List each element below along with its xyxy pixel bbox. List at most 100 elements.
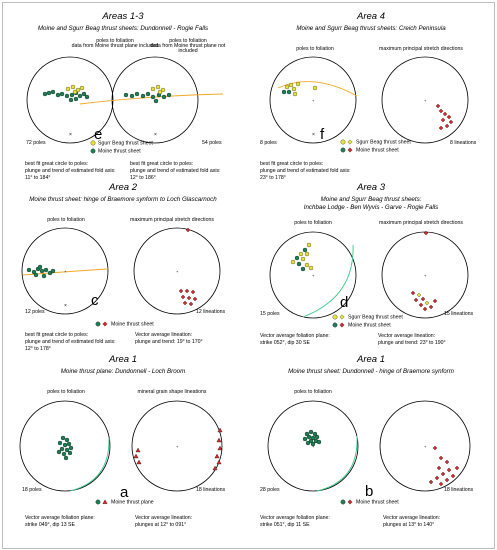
pole-x: × [64,303,67,309]
panel-subtitle: Moine and Sgurr Beag thrust sheets: Crei… [296,25,446,32]
note-right-2: plunges at 12° to 091° [135,522,187,528]
foliation-plane [302,244,354,318]
left-count: 72 poles [26,140,46,146]
foliation-plane [316,435,358,492]
stereonet-left [21,227,109,315]
legend-sgurr: Sgurr Beag thrust sheet [90,140,153,146]
panel-title: Area 3 [357,182,385,193]
poles-sgurr [65,84,166,95]
center-mark: + [176,444,179,449]
left-count: 8 poles [260,140,277,146]
panel-subtitle: Moine thrust sheet: Dundonnell - hinge o… [288,368,454,375]
panel-title: Area 2 [109,182,137,193]
note-left-2: plunge and trend of estimated fold axis: [260,168,351,174]
note-left-1: Vector average foliation plane: [260,333,330,339]
panel-letter: c [91,292,99,309]
note-left-3: 11° to 184° [25,175,51,181]
stereonet-pair: + + × × [26,56,224,144]
note-right-3: 12° to 186° [130,175,156,181]
panel-subtitle: Moine and Sgurr Beag thrust sheets: Inch… [303,196,439,212]
stereonet-right [111,56,199,144]
poles-moine [42,89,172,104]
right-caption: mineral grain shape lineations [137,389,207,395]
note-left-1: best fit great circle to poles: [25,332,89,338]
legend-moine: Moine thrust sheet [340,147,399,153]
poles [281,81,318,97]
stereonet-left [269,231,357,319]
right-caption: maximum principal stretch directions [130,217,214,223]
great-circle [79,93,224,105]
legend-sgurr: Sgurr Beag thrust sheet [332,314,403,320]
note-left-2: plunge and trend of estimated fold axis: [25,168,116,174]
left-caption: poles to foliation [294,389,332,395]
stereonet-right [131,400,223,492]
panel-title: Area 1 [109,354,137,365]
stereonet-left [267,400,359,492]
lineations [410,230,438,312]
lineations [133,427,223,471]
left-caption: poles to foliation [294,220,332,226]
note-left-2: strike 051°, dip 11 SE [260,522,310,528]
pole-x: × [312,132,315,138]
poles [56,435,74,461]
center-mark: + [424,273,427,278]
panel-subtitle: Moine thrust plane: Dundonnell - Loch Br… [60,368,186,375]
panel-title: Areas 1-3 [102,11,144,22]
panel-subtitle: Moine and Sgurr Beag thrust sheets: Dund… [37,25,209,32]
right-caption: maximum principal stretch directions [379,46,463,52]
panel-letter: d [340,294,349,311]
stereonet-right [133,227,221,315]
note-right-1: Vector average lineation: [135,515,193,521]
right-count: 18 lineations [444,487,474,493]
legend-moine: Moine thrust sheet [332,322,391,328]
note-left-1: best fit great circle to poles: [25,161,89,167]
panel-letter: a [120,484,129,501]
note-left-3: 23° to 178° [260,175,286,181]
stereonet-pair: + + [267,400,471,492]
panel-area-4: Area 4 Moine and Sgurr Beag thrust sheet… [248,12,494,181]
panel-area-1-b: Area 1 Moine thrust sheet: Dundonnell - … [248,354,494,528]
panel-areas-1-3: Areas 1-3 Moine and Sgurr Beag thrust sh… [0,11,246,181]
right-count: 12 lineations [196,309,226,315]
note-left-3: 12° to 178° [25,346,51,352]
right-count: 8 lineations [450,140,477,146]
stereonet-right [381,56,469,144]
stereonet-left [19,400,111,492]
legend-moine: Moine thrust sheet [95,321,154,327]
note-right-2: plunge and trend: 23° to 190° [378,340,446,346]
panel-area-1-a: Area 1 Moine thrust plane: Dundonnell - … [0,354,246,528]
note-right-2: plunges at 13° to 140° [383,522,435,528]
center-mark: + [64,269,67,274]
great-circle [22,268,109,276]
legend-moine-plane: Moine thrust plane [95,499,154,505]
right-caption: maximum principal stretch directions [379,220,463,226]
center-mark: + [312,273,315,278]
lineations [178,227,198,307]
panel-title: Area 1 [357,354,385,365]
stereonet-right [379,400,471,492]
note-left-1: Vector average foliation plane: [25,515,95,521]
pole-x: × [154,132,157,138]
stereonet-pair: + + × [21,227,221,315]
left-count: 18 poles [22,487,42,493]
note-left-2: strike 049°, dip 13 SE [25,522,75,528]
left-count: 12 poles [25,309,45,315]
left-caption: poles to foliation [296,46,334,52]
center-mark: + [312,98,315,103]
center-mark: + [312,444,315,449]
left-count: 15 poles [260,311,280,317]
note-left-2: plunge and trend of estimated fold axis: [25,339,116,345]
lineations [435,103,454,131]
great-circle [277,81,358,97]
left-count: 28 poles [260,487,280,493]
left-caption: poles to foliation [47,217,85,223]
stereonet-pair: + + [269,230,469,319]
note-left-2: strike 052°, dip 30 SE [260,340,310,346]
lineations [428,445,460,487]
note-left-1: best fit great circle to poles: [260,161,324,167]
panel-area-3: Area 3 Moine and Sgurr Beag thrust sheet… [248,182,494,346]
panel-area-2: Area 2 Moine thrust sheet: hinge of Brae… [0,182,246,352]
panel-letter: e [94,126,103,143]
poles [302,429,322,447]
